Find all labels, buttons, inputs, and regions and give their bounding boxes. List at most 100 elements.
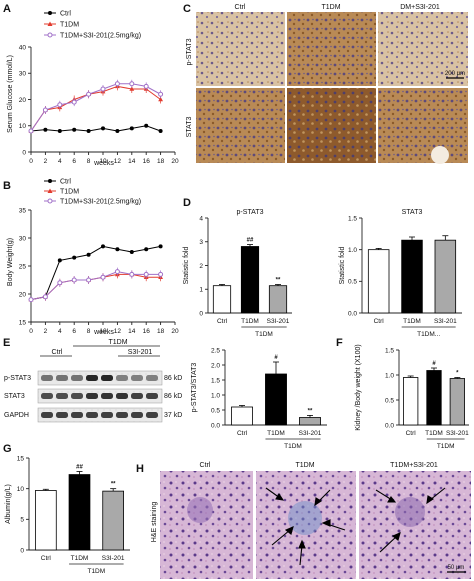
bar-chart-f: 0.0 0.5 1.0 1.5 Kidney /Body weight (X100) Ct… [355, 344, 469, 450]
blot-size-stat3: 86 kD [164, 393, 182, 400]
blot-band-1-6 [131, 393, 143, 399]
chart-b-point [144, 247, 149, 252]
chart-b-point [72, 255, 77, 260]
chart-d2-ytick-label: 0.5 [348, 279, 357, 286]
chart-a-xtick-label: 0 [29, 158, 33, 165]
glomerulus-t1dm [288, 501, 322, 535]
chart-g-ytick-label: 0 [20, 547, 24, 554]
chart-b-point [57, 280, 63, 286]
chart-d1-category-label-0: Ctrl [217, 318, 228, 325]
blot-band-1-7 [146, 393, 158, 399]
line-chart-a: 0 10 20 30 40 0 2 4 6 8 10 12 14 16 18 20 [19, 44, 179, 165]
legend-b-ctrl: Ctrl [60, 179, 71, 186]
chart-b-series-line-2 [30, 271, 161, 301]
legend-a-ctrl: Ctrl [60, 11, 71, 18]
blot-band-2-2 [71, 412, 83, 418]
chart-g-ytick-label: 15 [17, 455, 25, 462]
blot-size-pstat3: 86 kD [164, 375, 182, 382]
blot-header-s3i: S3I-201 [128, 349, 153, 356]
chart-a-series-line-2 [30, 83, 161, 132]
ihc-image-t1dm-stat3 [287, 88, 376, 163]
panel-letter-h: H [136, 463, 144, 475]
chart-b-ytick-label: 15 [19, 319, 27, 326]
chart-b-point [86, 277, 92, 283]
chart-g-category-label-2: S3I-201 [102, 555, 125, 562]
chart-d1-ytick-label: 3 [199, 239, 203, 246]
chart-f-ytick-label: 0.5 [385, 397, 394, 404]
ihc-col-t1dm: T1DM [321, 4, 340, 11]
bar-chart-e: 0.0 0.5 1.0 1.5 2.0 2.5 p-STAT3/STAT3 Ctrl # T1DM… [191, 347, 327, 450]
chart-f-bar-1 [426, 370, 442, 426]
y-axis-label-a: Serum Glucose (mmol/L) [7, 55, 14, 133]
chart-f-y-axis-label: Kidney /Body weight (X100) [355, 344, 362, 430]
chart-d1-y-axis-label: Statistic fold [183, 247, 190, 285]
chart-d2-ytick-label: 1.5 [348, 215, 357, 222]
chart-a-ytick-label: 30 [19, 71, 27, 78]
blot-band-2-1 [56, 412, 68, 418]
ihc-row-stat3: STAT3 [186, 117, 193, 138]
chart-a-point [100, 86, 106, 92]
chart-g-group-label: T1DM [87, 568, 105, 575]
chart-d2-ytick-label: 0.0 [348, 310, 357, 317]
chart-g-bar-2 [102, 490, 125, 551]
blot-band-0-7 [146, 375, 158, 381]
chart-b-point [114, 269, 120, 275]
hne-arrows [265, 487, 446, 566]
blot-band-0-6 [131, 375, 143, 381]
chart-d1-group-label: T1DM [255, 331, 273, 338]
chart-b-point [143, 271, 149, 277]
blot-strip-0 [37, 370, 163, 386]
chart-b-point [86, 252, 91, 257]
chart-d1-bar-1 [240, 246, 260, 314]
blot-band-0-5 [116, 375, 128, 381]
chart-g-ytick-label: 5 [20, 517, 24, 524]
chart-d1-ytick-label: 1 [199, 287, 203, 294]
legend-b-s3i: T1DM+S3I-201(2.5mg/kg) [60, 199, 141, 206]
ihc-image-ctrl-pstat3 [196, 12, 285, 86]
panel-letter-g: G [3, 443, 12, 455]
chart-b-xtick-label: 2 [44, 328, 48, 335]
hne-col-s3i: T1DM+S3I-201 [390, 462, 438, 469]
chart-a-xtick-label: 12 [114, 158, 122, 165]
chart-e-category-label-1: T1DM [267, 430, 285, 437]
chart-f-ytick-label: 1.5 [385, 347, 394, 354]
chart-b-point [100, 274, 106, 280]
chart-f-ytick-label: 1.0 [385, 372, 394, 379]
chart-b-xtick-label: 6 [72, 328, 76, 335]
legend-a-s3i-marker [47, 32, 53, 38]
chart-d2-bar-1 [401, 239, 423, 314]
chart-b-series-line-0 [30, 245, 161, 301]
chart-a-series-line-0 [30, 125, 161, 132]
chart-b-xtick-label: 8 [87, 328, 91, 335]
chart-e-ytick-label: 1.0 [211, 392, 220, 399]
chart-f-sig-2: * [456, 371, 459, 377]
chart-e-bar-0 [231, 406, 253, 426]
ihc-col-ctrl: Ctrl [235, 4, 246, 11]
legend-b-t1dm-marker [47, 188, 53, 193]
legend-a-s3i: T1DM+S3I-201(2.5mg/kg) [60, 33, 141, 40]
panel-h: H H&E staining Ctrl T1DM T1DM+S3I-201 50… [136, 462, 471, 579]
chart-a-point [158, 91, 164, 97]
legend-b-ctrl-marker [48, 179, 52, 183]
chart-a-xtick-label: 4 [58, 158, 62, 165]
chart-a-point [71, 99, 77, 105]
panel-b: B Ctrl T1DM T1DM+S3I-201(2.5mg/kg) Body … [3, 179, 179, 337]
chart-g-sig-1: ## [76, 464, 83, 470]
chart-a-point [42, 107, 48, 113]
blot-band-1-5 [116, 393, 128, 399]
ihc-col-dm-s3i: DM+S3I-201 [400, 4, 440, 11]
chart-a-xtick-label: 14 [128, 158, 136, 165]
legend-a-t1dm-marker [47, 21, 53, 26]
panel-letter-d: D [183, 197, 191, 209]
hne-row-label: H&E staining [151, 502, 158, 543]
chart-e-bar-1 [265, 373, 287, 426]
chart-e-ytick-label: 0.5 [211, 407, 220, 414]
chart-b-point [101, 244, 105, 249]
chart-a-ytick-label: 0 [22, 149, 26, 156]
blot-band-2-4 [101, 412, 113, 418]
ihc-image-s3i-stat3 [378, 88, 468, 163]
blot-band-1-1 [56, 393, 68, 399]
hne-scale-label: 50 μm [448, 565, 465, 571]
chart-d2-bar-0 [367, 249, 390, 314]
